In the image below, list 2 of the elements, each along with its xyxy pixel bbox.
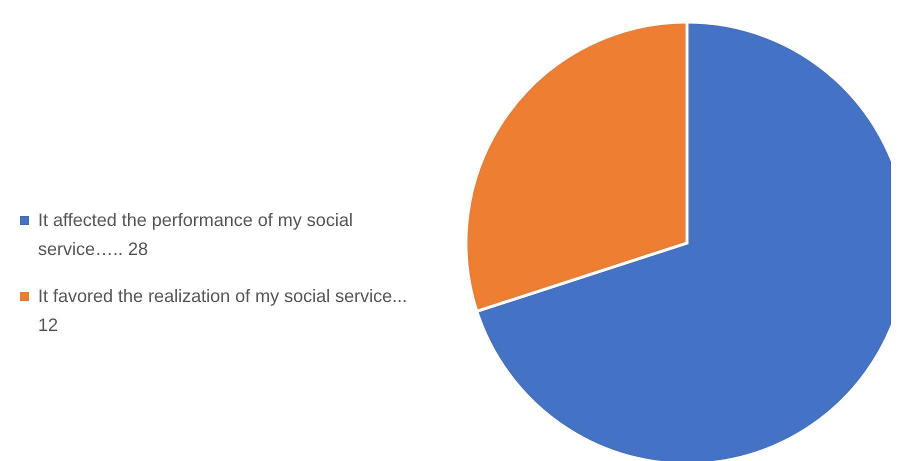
legend-label: It favored the realization of my social service... 12 (38, 285, 408, 337)
legend-label: It affected the performance of my social service….. 28 (38, 209, 354, 261)
